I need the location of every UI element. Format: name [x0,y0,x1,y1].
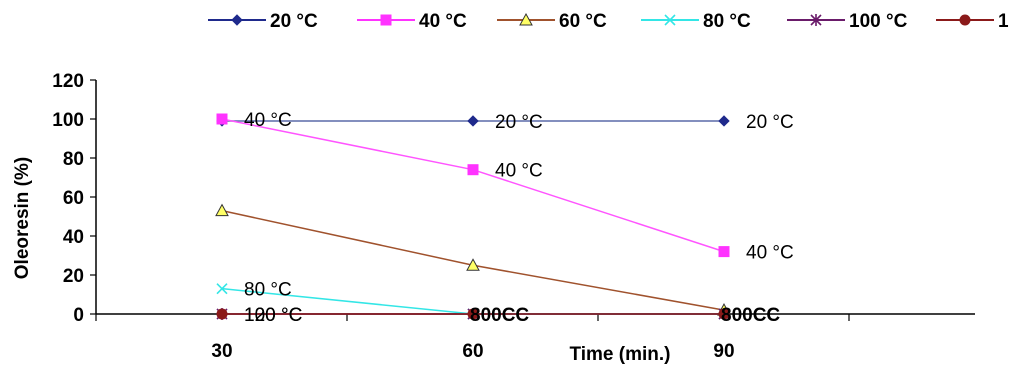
legend-marker [380,14,392,26]
data-point [718,115,730,127]
legend-marker [519,12,533,26]
legend-label: 60 °C [559,11,607,32]
data-point [216,113,228,125]
legend-item: 20 °C [208,11,318,32]
axes: 0 20 40 60 80 100 120 30 60 90 [52,71,975,362]
y-tick-label: 20 [63,266,84,287]
y-tick-label: 100 [52,110,84,131]
legend-marker [231,14,243,26]
y-axis-title: Oleoresin (%) [12,157,33,279]
legend-label: 100 °C [849,11,908,32]
legend-item: 120 °C [936,11,1009,32]
data-label: 40 °C [244,110,292,131]
legend-item: 60 °C [497,11,607,32]
legend-item: 80 °C [641,11,751,32]
legend-marker [664,14,676,26]
series-group [215,113,731,320]
series-60c [215,203,731,316]
y-tick-label: 40 [63,227,84,248]
series-20c [216,115,730,127]
data-label: 800CC [721,305,780,326]
legend-label: 120 °C [998,11,1009,32]
legend-label: 20 °C [270,11,318,32]
y-tick-label: 120 [52,71,84,92]
legend-label: 80 °C [703,11,751,32]
data-point [216,308,228,320]
data-point [215,203,229,217]
data-label: 80 °C [244,280,292,301]
data-label: 20 °C [495,112,543,133]
data-point [467,115,479,127]
data-point [466,258,480,271]
data-point [216,283,228,295]
series-120c [216,308,730,320]
data-point [718,308,730,320]
data-point [467,164,479,176]
legend-item: 40 °C [357,11,467,32]
x-axis-title: Time (min.) [570,344,671,365]
series-line [221,118,725,253]
data-label: 800CC [470,305,529,326]
x-tick-label: 90 [713,341,734,362]
data-point [467,308,479,320]
y-tick-label: 60 [63,188,84,209]
data-label: 40 °C [746,243,794,264]
data-label: 100 °C [244,305,302,326]
y-tick-label: 0 [73,305,84,326]
data-point [718,246,730,258]
data-label: 20 °C [746,112,794,133]
legend-item: 100 °C [787,11,908,32]
x-tick-label: 60 [462,341,483,362]
x-tick-label: 30 [211,341,232,362]
data-label: 120 °C [244,305,302,326]
data-label: 40 °C [495,161,543,182]
legend-marker [810,14,822,26]
legend-label: 40 °C [419,11,467,32]
legend: 20 °C 40 °C 60 °C 80 °C 100 °C 120 °C [208,11,1009,32]
legend-marker [959,14,971,26]
data-labels: 20 °C 20 °C 40 °C 40 °C 40 °C 80 °C 100 °C120 … [244,110,794,326]
y-tick-label: 80 [63,149,84,170]
series-40c [216,113,730,258]
